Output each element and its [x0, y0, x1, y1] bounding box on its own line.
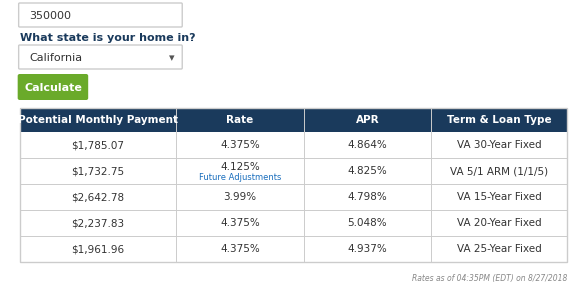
Text: $1,961.96: $1,961.96 [71, 244, 125, 254]
Text: APR: APR [355, 115, 379, 125]
Text: $1,732.75: $1,732.75 [71, 166, 125, 176]
Text: Term & Loan Type: Term & Loan Type [447, 115, 551, 125]
Text: 4.375%: 4.375% [220, 218, 260, 228]
Text: California: California [29, 53, 83, 63]
Text: Calculate: Calculate [24, 83, 82, 93]
Text: 5.048%: 5.048% [347, 218, 387, 228]
Text: $2,642.78: $2,642.78 [71, 192, 125, 202]
Bar [20, 132, 567, 158]
FancyBboxPatch shape [18, 74, 88, 100]
Text: VA 30-Year Fixed: VA 30-Year Fixed [457, 140, 542, 150]
Text: VA 25-Year Fixed: VA 25-Year Fixed [457, 244, 542, 254]
Text: 350000: 350000 [29, 11, 71, 21]
Text: Potential Monthly Payment: Potential Monthly Payment [18, 115, 178, 125]
Bar [20, 236, 567, 262]
Text: $2,237.83: $2,237.83 [71, 218, 125, 228]
Text: VA 15-Year Fixed: VA 15-Year Fixed [457, 192, 542, 202]
Bar [20, 158, 567, 184]
Text: 4.798%: 4.798% [347, 192, 387, 202]
Text: 4.375%: 4.375% [220, 244, 260, 254]
Text: Future Adjustments: Future Adjustments [199, 172, 281, 181]
Text: 4.937%: 4.937% [347, 244, 387, 254]
Text: ▾: ▾ [169, 53, 174, 63]
FancyBboxPatch shape [18, 3, 182, 27]
Text: 3.99%: 3.99% [224, 192, 256, 202]
Text: VA 20-Year Fixed: VA 20-Year Fixed [457, 218, 542, 228]
Text: Rates as of 04:35PM (EDT) on 8/27/2018: Rates as of 04:35PM (EDT) on 8/27/2018 [412, 273, 567, 283]
Text: VA 5/1 ARM (1/1/5): VA 5/1 ARM (1/1/5) [450, 166, 548, 176]
Text: What state is your home in?: What state is your home in? [20, 33, 196, 43]
Bar [20, 184, 567, 210]
Text: Rate: Rate [227, 115, 254, 125]
Text: $1,785.07: $1,785.07 [71, 140, 125, 150]
Text: 4.125%: 4.125% [220, 162, 260, 172]
FancyBboxPatch shape [18, 45, 182, 69]
Bar [20, 108, 567, 132]
Text: 4.825%: 4.825% [347, 166, 387, 176]
Text: 4.375%: 4.375% [220, 140, 260, 150]
Text: 4.864%: 4.864% [347, 140, 387, 150]
Bar [20, 210, 567, 236]
Bar [20, 108, 567, 262]
